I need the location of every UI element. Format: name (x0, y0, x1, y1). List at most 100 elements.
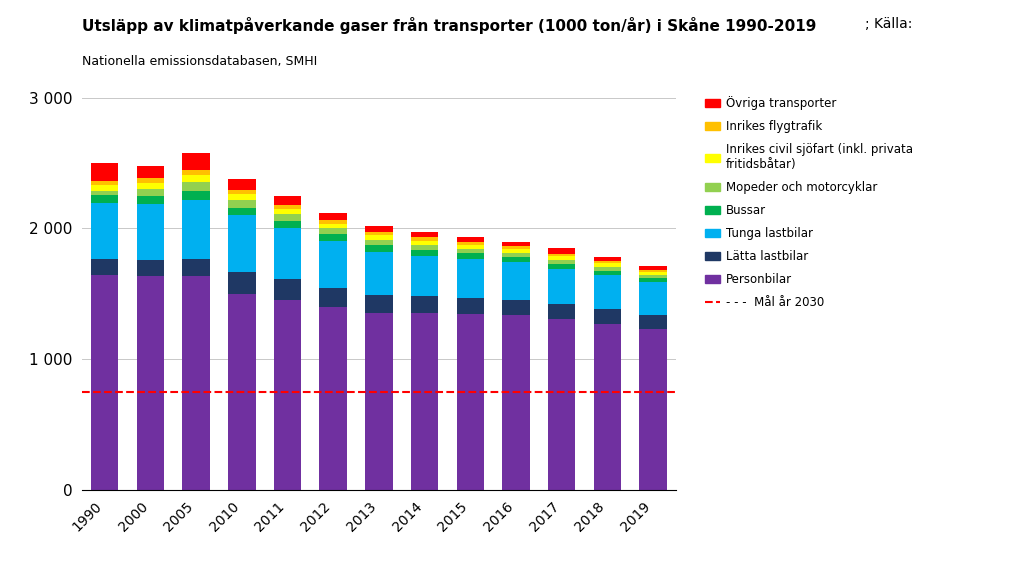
Bar (639, 315, 667, 329)
Bar (182, 200, 210, 259)
Bar (91, 180, 119, 185)
Bar (319, 241, 347, 288)
Bar (91, 185, 119, 191)
Bar (319, 288, 347, 307)
Bar (548, 260, 575, 264)
Bar (594, 271, 621, 275)
Bar (366, 252, 392, 295)
Bar (228, 215, 256, 271)
Bar (594, 263, 621, 267)
Bar (366, 240, 392, 245)
Bar (594, 257, 621, 261)
Bar (639, 272, 667, 275)
Bar (502, 247, 529, 249)
Bar (594, 275, 621, 309)
Bar (319, 220, 347, 223)
Bar (457, 249, 484, 253)
Bar (91, 195, 119, 203)
Bar (366, 235, 392, 240)
Bar (502, 257, 529, 263)
Bar (319, 307, 347, 490)
Bar (457, 242, 484, 245)
Bar (366, 232, 392, 235)
Bar (548, 248, 575, 253)
Bar (411, 256, 438, 297)
Bar (502, 241, 529, 247)
Bar (502, 249, 529, 253)
Bar (548, 256, 575, 260)
Bar (228, 190, 256, 194)
Bar (548, 319, 575, 490)
Bar (228, 271, 256, 294)
Bar (182, 259, 210, 276)
Bar (411, 313, 438, 490)
Bar (182, 153, 210, 170)
Bar (137, 196, 164, 204)
Bar (411, 232, 438, 237)
Text: ; Källa:: ; Källa: (865, 17, 912, 31)
Bar (457, 245, 484, 249)
Bar (91, 275, 119, 490)
Bar (411, 297, 438, 313)
Bar (273, 204, 301, 209)
Bar (273, 196, 301, 204)
Bar (273, 214, 301, 221)
Bar (639, 282, 667, 315)
Bar (548, 304, 575, 319)
Bar (411, 250, 438, 256)
Bar (137, 260, 164, 276)
Bar (273, 221, 301, 228)
Bar (366, 245, 392, 252)
Bar (457, 298, 484, 314)
Bar (594, 324, 621, 490)
Text: Utsläpp av klimatpåverkande gaser från transporter (1000 ton/år) i Skåne 1990-20: Utsläpp av klimatpåverkande gaser från t… (82, 17, 816, 35)
Legend: Övriga transporter, Inrikes flygtrafik, Inrikes civil sjöfart (inkl. privata
fri: Övriga transporter, Inrikes flygtrafik, … (706, 96, 912, 309)
Bar (366, 226, 392, 232)
Bar (366, 295, 392, 313)
Bar (182, 276, 210, 490)
Bar (137, 190, 164, 196)
Bar (366, 313, 392, 490)
Bar (228, 207, 256, 215)
Bar (228, 179, 256, 190)
Bar (594, 267, 621, 271)
Bar (91, 259, 119, 275)
Bar (182, 170, 210, 175)
Bar (639, 266, 667, 270)
Bar (319, 229, 347, 234)
Bar (273, 300, 301, 490)
Bar (319, 223, 347, 229)
Bar (594, 261, 621, 263)
Bar (411, 237, 438, 241)
Bar (182, 191, 210, 200)
Bar (457, 259, 484, 298)
Bar (639, 270, 667, 272)
Bar (137, 276, 164, 490)
Bar (182, 175, 210, 182)
Bar (639, 275, 667, 278)
Bar (228, 294, 256, 490)
Bar (457, 253, 484, 259)
Bar (502, 253, 529, 257)
Bar (91, 203, 119, 259)
Bar (182, 182, 210, 191)
Bar (548, 264, 575, 268)
Bar (137, 166, 164, 179)
Bar (137, 179, 164, 183)
Bar (228, 200, 256, 207)
Bar (457, 237, 484, 242)
Bar (273, 279, 301, 300)
Bar (457, 314, 484, 490)
Bar (411, 245, 438, 250)
Bar (502, 314, 529, 490)
Bar (594, 309, 621, 324)
Bar (319, 234, 347, 241)
Text: Nationella emissionsdatabasen, SMHI: Nationella emissionsdatabasen, SMHI (82, 55, 317, 68)
Bar (228, 194, 256, 200)
Bar (319, 213, 347, 220)
Bar (502, 263, 529, 300)
Bar (548, 268, 575, 304)
Bar (502, 300, 529, 314)
Bar (91, 191, 119, 195)
Bar (548, 253, 575, 256)
